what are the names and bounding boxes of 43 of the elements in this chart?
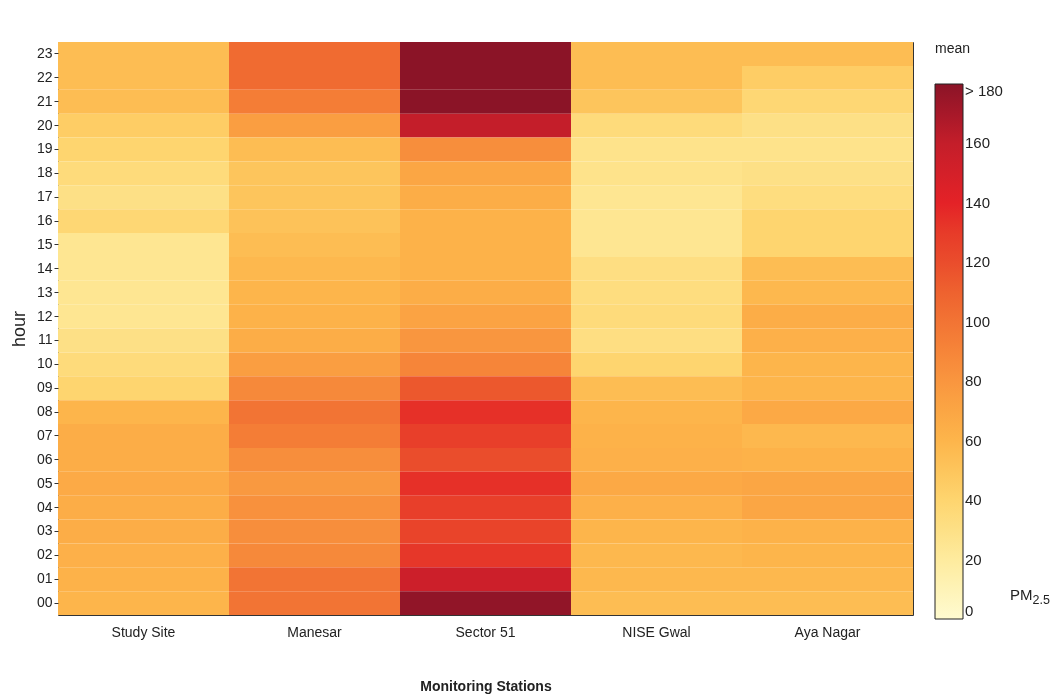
color-bar-label: 60 <box>965 431 982 449</box>
x-tick-label: NISE Gwal <box>622 623 691 640</box>
y-tick-label: 00 <box>36 594 53 611</box>
color-bar-label: 140 <box>965 193 991 211</box>
color-bar-label: 0 <box>965 602 974 619</box>
legend-title: mean <box>935 40 971 56</box>
y-tick-label: 05 <box>36 474 53 491</box>
y-tick-label: 06 <box>36 450 53 467</box>
x-tick-label: Sector 51 <box>455 623 516 640</box>
y-tick-label: 18 <box>36 164 53 181</box>
y-tick-label: 15 <box>36 235 53 252</box>
y-tick-label: 03 <box>36 522 53 539</box>
y-tick-label: 12 <box>36 307 53 324</box>
color-bar-label: 40 <box>965 491 982 509</box>
color-bar-label: 160 <box>965 134 991 152</box>
y-tick-label: 13 <box>36 283 53 300</box>
color-bar-label: 120 <box>965 253 991 271</box>
color-bar-title: PM$_{2.5}$ <box>1010 586 1050 607</box>
x-tick-label: Aya Nagar <box>794 623 861 640</box>
y-tick-label: 09 <box>36 379 53 396</box>
color-bar-label: 80 <box>965 372 982 390</box>
y-tick-label: 14 <box>36 259 53 276</box>
x-axis-title: Monitoring Stations <box>420 677 552 694</box>
y-tick-label: 16 <box>36 212 53 229</box>
x-tick-label: Study Site <box>111 623 176 640</box>
y-tick-label: 22 <box>36 68 53 85</box>
y-tick-label: 02 <box>36 546 53 563</box>
y-tick-label: 11 <box>37 331 53 348</box>
y-tick-label: 08 <box>36 403 53 420</box>
y-tick-label: 17 <box>36 188 53 205</box>
color-bar-label: 20 <box>965 550 982 568</box>
color-bar-label: > 180 <box>965 82 1003 99</box>
y-axis-title: hour <box>8 310 29 348</box>
y-tick-label: 20 <box>36 116 53 133</box>
x-tick-label: Manesar <box>287 623 343 640</box>
y-tick-label: 19 <box>36 140 53 157</box>
y-tick-label: 04 <box>36 498 53 515</box>
y-tick-label: 21 <box>36 92 53 109</box>
y-tick-label: 01 <box>36 570 53 587</box>
y-tick-label: 10 <box>36 355 53 372</box>
y-tick-label: 23 <box>36 44 53 61</box>
y-tick-label: 07 <box>36 426 53 443</box>
color-bar-label: 100 <box>965 312 991 330</box>
